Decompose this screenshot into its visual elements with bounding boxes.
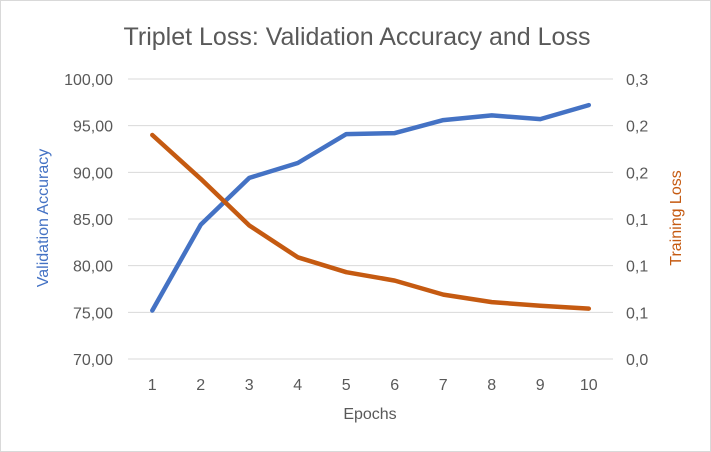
y-tick-label-left: 70,00 <box>73 352 113 369</box>
y-axis-title-right: Training Loss <box>668 170 685 265</box>
y-tick-label-right: 0,1 <box>626 259 648 276</box>
series-line-training-loss <box>150 132 592 311</box>
x-tick-label: 6 <box>390 377 399 394</box>
y-tick-label-left: 100,00 <box>64 72 113 89</box>
series-lines <box>150 102 592 313</box>
x-tick-label: 1 <box>148 377 157 394</box>
y-tick-label-left: 75,00 <box>73 305 113 322</box>
y-tick-label-left: 80,00 <box>73 259 113 276</box>
x-axis-ticks: 1 2 3 4 5 6 7 8 9 10 <box>148 377 598 394</box>
x-axis-title: Epochs <box>343 406 396 423</box>
series-line-validation-accuracy <box>150 102 592 313</box>
right-axis-ticks: 0,0 0,1 0,1 0,1 0,2 0,2 0,3 <box>626 72 648 369</box>
x-tick-label: 9 <box>536 377 545 394</box>
y-tick-label-left: 85,00 <box>73 212 113 229</box>
y-tick-label-right: 0,0 <box>626 352 648 369</box>
x-tick-label: 5 <box>342 377 351 394</box>
x-tick-label: 7 <box>439 377 448 394</box>
x-tick-label: 2 <box>196 377 205 394</box>
x-tick-label: 10 <box>580 377 598 394</box>
left-axis-ticks: 70,00 75,00 80,00 85,00 90,00 95,00 100,00 <box>64 72 113 369</box>
y-tick-label-right: 0,2 <box>626 119 648 136</box>
y-tick-label-left: 90,00 <box>73 165 113 182</box>
x-tick-label: 3 <box>245 377 254 394</box>
y-tick-label-right: 0,1 <box>626 305 648 322</box>
x-tick-label: 4 <box>293 377 302 394</box>
y-axis-title-left: Validation Accuracy <box>35 149 52 287</box>
chart-title: Triplet Loss: Validation Accuracy and Lo… <box>124 23 591 51</box>
y-tick-label-right: 0,1 <box>626 212 648 229</box>
y-tick-label-right: 0,3 <box>626 72 648 89</box>
x-tick-label: 8 <box>487 377 496 394</box>
y-tick-label-right: 0,2 <box>626 165 648 182</box>
y-tick-label-left: 95,00 <box>73 119 113 136</box>
